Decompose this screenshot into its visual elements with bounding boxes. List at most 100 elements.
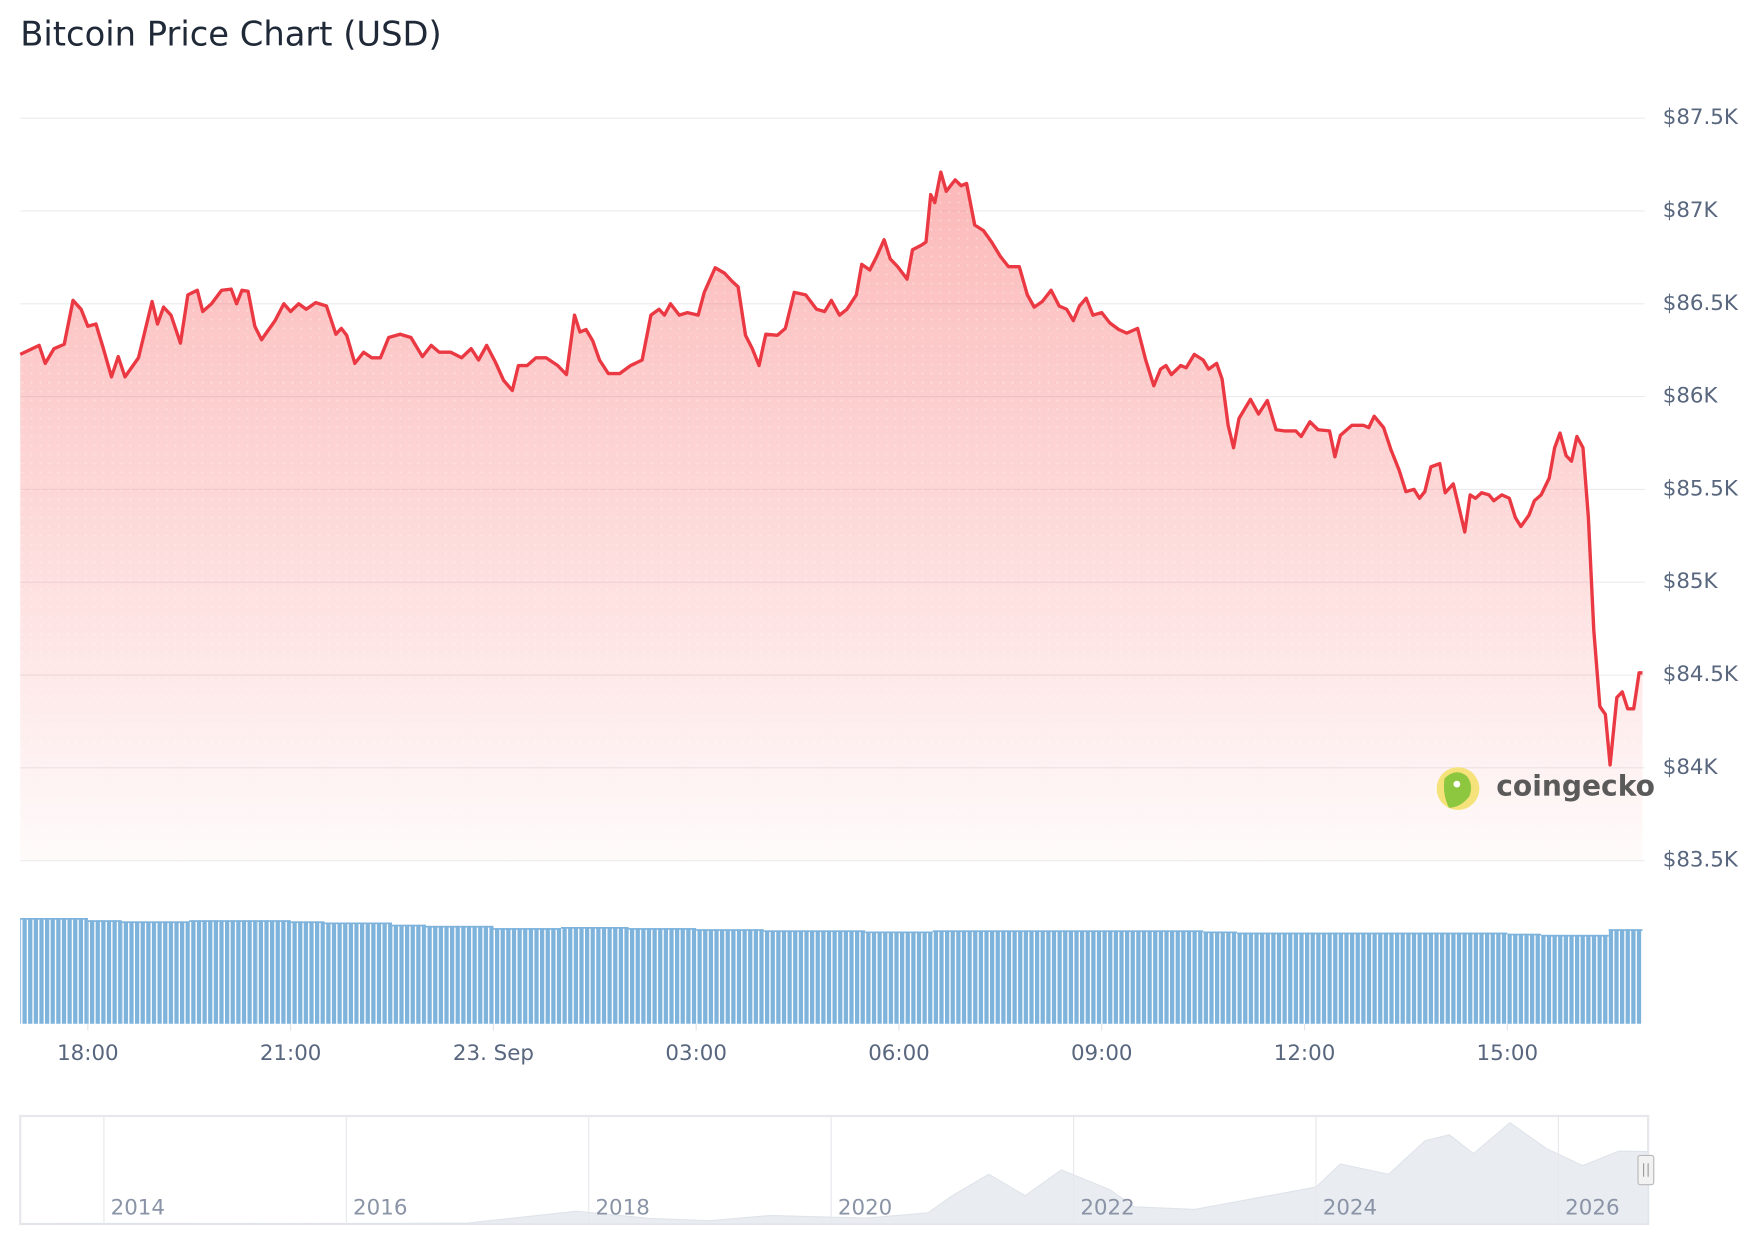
x-tick-label: 09:00	[1071, 1041, 1133, 1066]
volume-bar	[696, 929, 730, 1024]
y-tick-label: $87K	[1663, 198, 1719, 223]
navigator-handle-box[interactable]	[1637, 1154, 1655, 1186]
volume-bar-cap	[1000, 930, 1035, 933]
volume-bar-cap	[1270, 932, 1305, 935]
volume-bar-cap	[527, 928, 561, 930]
volume-bar-cap	[1236, 932, 1271, 935]
volume-bar-cap	[696, 929, 730, 931]
x-tick-label: 15:00	[1477, 1041, 1539, 1066]
volume-bar-cap	[763, 930, 798, 933]
volume-bar	[392, 924, 426, 1024]
volume-bar	[1034, 930, 1068, 1024]
volume-bar	[290, 921, 325, 1024]
volume-bar-cap	[358, 922, 393, 925]
volume-bar-cap	[459, 925, 494, 928]
volume-bar	[594, 927, 629, 1024]
volume-bar	[932, 930, 967, 1024]
volume-bar	[155, 921, 190, 1024]
volume-bar-cap	[729, 929, 764, 931]
chart-title: Bitcoin Price Chart (USD)	[20, 15, 441, 54]
navigator-area	[19, 1122, 1649, 1225]
volume-bar-cap	[594, 927, 629, 929]
volume-bar-cap	[223, 920, 257, 922]
y-tick-label: $86K	[1663, 384, 1719, 409]
x-tick-label: 23. Sep	[453, 1041, 534, 1066]
volume-bar	[1270, 932, 1305, 1024]
y-tick-label: $85.5K	[1663, 476, 1739, 501]
volume-bar	[54, 918, 88, 1024]
volume-bar	[20, 918, 55, 1024]
volume-bar	[1405, 932, 1440, 1024]
volume-bar-cap	[1541, 934, 1575, 937]
watermark: coingecko	[1496, 770, 1655, 803]
volume	[20, 918, 1643, 1024]
navigator-tick-label: 2018	[595, 1195, 649, 1220]
volume-bar-cap	[1372, 932, 1406, 935]
volume-bar	[1372, 932, 1406, 1024]
volume-bar-cap	[1608, 929, 1643, 931]
navigator-handle[interactable]	[1637, 1154, 1655, 1186]
volume-bar	[1338, 932, 1373, 1024]
x-tick-label: 12:00	[1274, 1041, 1336, 1066]
volume-bar-cap	[898, 931, 933, 934]
x-tick-label: 03:00	[665, 1041, 727, 1066]
volume-bar-cap	[20, 918, 55, 920]
volume-bar-cap	[324, 922, 359, 925]
volume-bar	[87, 920, 122, 1024]
volume-bar-cap	[865, 931, 899, 934]
plot	[19, 170, 1643, 861]
volume-bar-cap	[155, 921, 190, 924]
navigator: 2014 2016 2018 2020 2022 2024 2026	[19, 1114, 1650, 1226]
volume-bar	[1574, 934, 1609, 1024]
volume-bar	[898, 931, 933, 1024]
y-tick-label: $85K	[1663, 569, 1719, 594]
volume-bar	[729, 929, 764, 1024]
volume-bar	[459, 925, 494, 1024]
volume-bar	[121, 921, 156, 1024]
navigator-tick-label: 2020	[838, 1195, 892, 1220]
volume-bar-cap	[1405, 932, 1440, 935]
volume-bar	[1608, 929, 1643, 1024]
navigator-tick-label: 2022	[1080, 1195, 1134, 1220]
price-line	[19, 170, 1643, 767]
volume-bar	[966, 930, 1001, 1024]
navigator-tick-label: 2026	[1565, 1195, 1619, 1220]
volume-bar-cap	[1439, 932, 1474, 935]
volume-bar-cap	[662, 928, 697, 930]
volume-bar	[189, 920, 224, 1024]
volume-bar	[865, 931, 899, 1024]
volume-bar-cap	[1203, 931, 1237, 934]
x-tick-label: 06:00	[868, 1041, 930, 1066]
volume-bar-cap	[1473, 932, 1508, 935]
volume-bar	[1135, 930, 1170, 1024]
volume-bar-cap	[628, 928, 663, 930]
volume-bar	[831, 930, 866, 1024]
volume-bar-cap	[121, 921, 156, 924]
volume-bar	[1203, 931, 1237, 1024]
volume-bar-cap	[290, 921, 325, 924]
volume-bar	[561, 927, 595, 1024]
volume-bar	[1000, 930, 1035, 1024]
volume-bar	[425, 925, 460, 1024]
price-area-dots	[20, 172, 1643, 861]
volume-bar	[256, 920, 291, 1024]
volume-bar-cap	[392, 924, 426, 927]
volume-bar	[1439, 932, 1474, 1024]
navigator-tick-label: 2016	[353, 1195, 407, 1220]
volume-bar-cap	[831, 930, 866, 933]
x-tick-label: 21:00	[260, 1041, 322, 1066]
volume-bar-cap	[1507, 933, 1542, 936]
y-tick-label: $84K	[1663, 755, 1719, 780]
volume-bar	[324, 922, 359, 1024]
volume-bar-cap	[797, 930, 832, 933]
volume-bar-cap	[1574, 934, 1609, 937]
volume-bar-cap	[561, 927, 595, 929]
volume-bar	[493, 928, 528, 1024]
volume-bar	[527, 928, 561, 1024]
coingecko-logo: coingecko	[1436, 767, 1655, 811]
navigator-tick-label: 2014	[111, 1195, 165, 1220]
volume-bar	[1101, 930, 1136, 1024]
volume-bar-cap	[1169, 930, 1204, 933]
